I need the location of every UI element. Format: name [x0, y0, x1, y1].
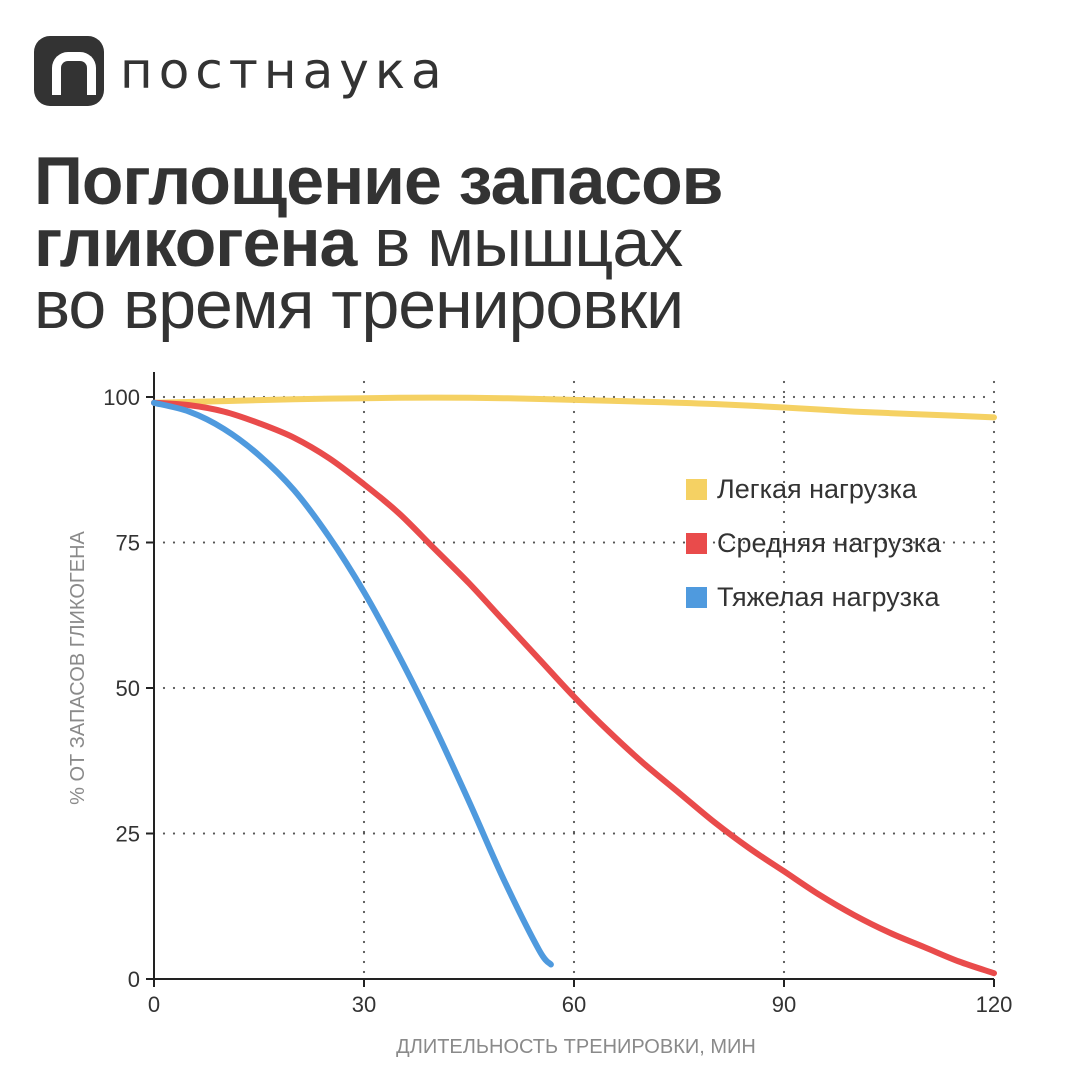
legend-swatch [686, 479, 707, 500]
legend-item: Средняя нагрузка [686, 528, 941, 559]
logo-mark-icon [34, 36, 104, 106]
y-tick-label: 75 [116, 531, 140, 556]
x-tick-label: 0 [148, 992, 160, 1017]
series-line-1 [151, 394, 997, 421]
legend-item: Тяжелая нагрузка [686, 582, 939, 613]
x-tick-label: 120 [976, 992, 1013, 1017]
y-tick-label: 100 [103, 385, 140, 410]
y-tick-label: 25 [116, 822, 140, 847]
legend-swatch [686, 587, 707, 608]
x-tick-label: 90 [772, 992, 796, 1017]
title-line2-bold: гликогена [34, 205, 357, 281]
y-axis-label: % ОТ ЗАПАСОВ ГЛИКОГЕНА [67, 530, 89, 804]
legend-label: Средняя нагрузка [717, 528, 942, 558]
page-title: Поглощение запасов гликогена в мышцах во… [34, 147, 1044, 339]
legend-label: Легкая нагрузка [717, 474, 917, 504]
x-axis-label: ДЛИТЕЛЬНОСТЬ ТРЕНИРОВКИ, МИН [396, 1036, 756, 1058]
x-tick-label: 60 [562, 992, 586, 1017]
legend-label: Тяжелая нагрузка [717, 582, 940, 612]
legend-swatch [686, 533, 707, 554]
title-line3: во время тренировки [34, 267, 684, 343]
series-line-2 [151, 399, 997, 977]
x-tick-label: 30 [352, 992, 376, 1017]
legend-item: Легкая нагрузка [686, 474, 917, 505]
logo: постнаука [34, 36, 448, 106]
logo-text: постнаука [120, 42, 448, 100]
y-tick-label: 0 [128, 967, 140, 992]
y-tick-label: 50 [116, 676, 140, 701]
series-line-3 [151, 399, 554, 968]
title-line1: Поглощение запасов [34, 143, 723, 219]
title-line2-rest: в мышцах [356, 205, 683, 281]
